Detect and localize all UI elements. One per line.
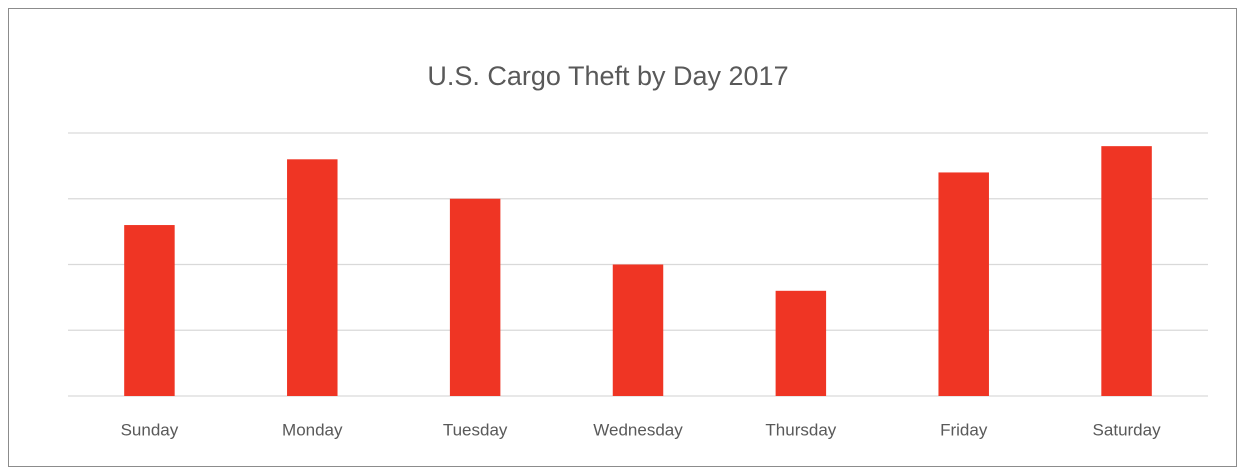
x-tick-label: Tuesday bbox=[443, 420, 508, 439]
x-tick-label: Thursday bbox=[765, 420, 836, 439]
bar bbox=[612, 264, 664, 396]
bar bbox=[1101, 146, 1152, 396]
x-tick-label: Friday bbox=[940, 420, 988, 439]
x-tick-label: Sunday bbox=[121, 420, 179, 439]
x-tick-label: Wednesday bbox=[593, 420, 683, 439]
x-tick-label: Monday bbox=[282, 420, 343, 439]
bar bbox=[938, 172, 989, 396]
bar bbox=[124, 225, 175, 396]
chart-title: U.S. Cargo Theft by Day 2017 bbox=[427, 61, 788, 91]
bar bbox=[287, 159, 338, 396]
bar bbox=[775, 290, 827, 396]
x-tick-label: Saturday bbox=[1093, 420, 1162, 439]
bar bbox=[449, 198, 501, 396]
